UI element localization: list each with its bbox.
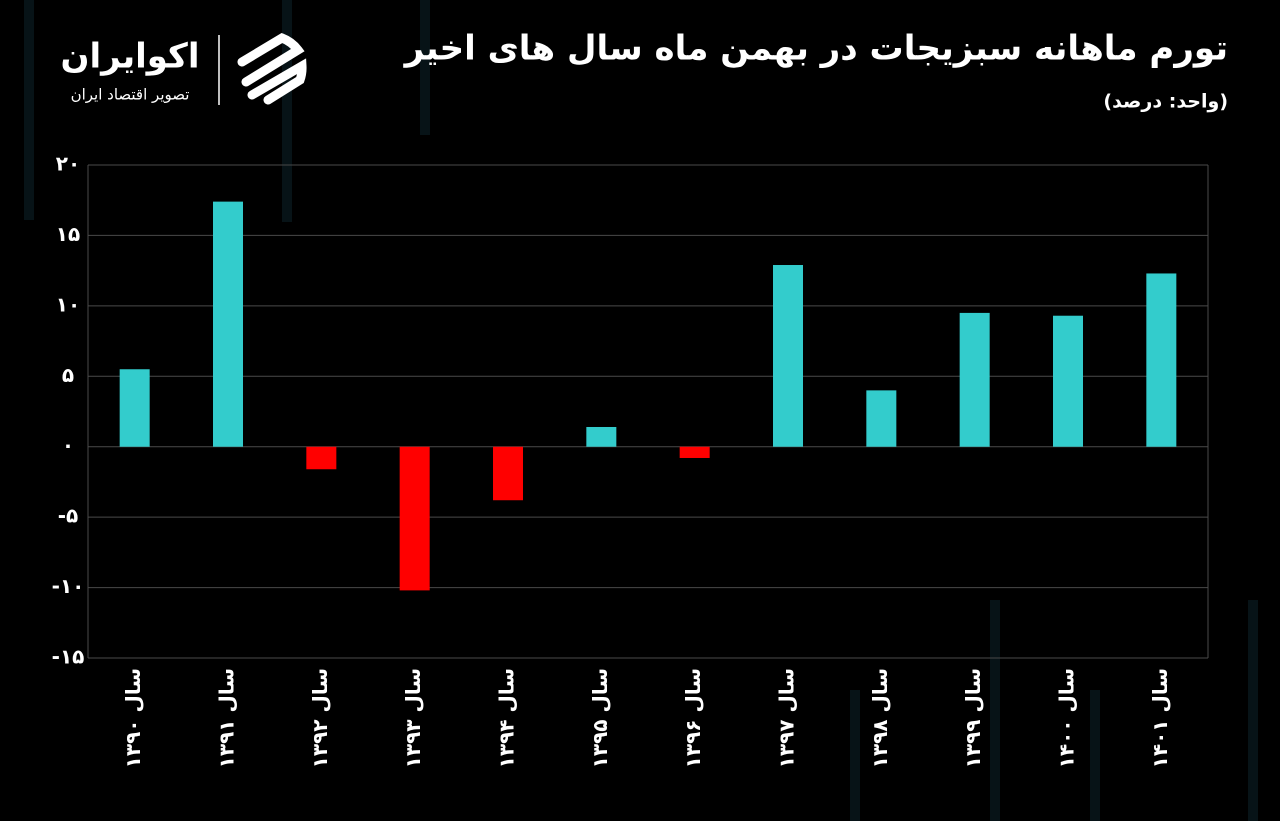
y-tick-label: -۱۵ [52, 645, 85, 669]
bar [586, 426, 617, 447]
y-tick-label: ۱۵ [56, 222, 80, 246]
y-tick-label: ۲۰ [56, 152, 80, 176]
x-tick-label: سال ۱۳۹۳ [401, 668, 425, 768]
x-tick-label: سال ۱۳۹۷ [775, 668, 799, 768]
bar [493, 446, 523, 501]
x-tick-label: سال ۱۳۹۵ [588, 668, 612, 768]
x-tick-label: سال ۱۳۹۸ [868, 668, 892, 768]
y-tick-label: ۱۰ [56, 292, 80, 316]
x-tick-label: سال ۱۳۹۶ [681, 668, 705, 768]
chart-subtitle: (واحد: درصد) [1103, 91, 1228, 113]
x-tick-label: سال ۱۳۹۴ [495, 668, 519, 768]
bar [679, 446, 710, 458]
brand-name: اکوایران [61, 37, 200, 77]
bar [1146, 273, 1177, 447]
y-tick-label: -۱۰ [52, 574, 85, 598]
x-tick-label: سال ۱۳۹۱ [215, 668, 239, 768]
y-tick-label: ۰ [62, 433, 74, 457]
x-tick-label: سال ۱۳۹۹ [961, 668, 985, 768]
bar [959, 312, 990, 447]
bar [119, 369, 150, 447]
y-tick-label: -۵ [58, 504, 79, 528]
background-decoration [24, 0, 1258, 821]
bar [213, 201, 243, 447]
brand-tagline: تصویر اقتصاد ایران [71, 86, 190, 104]
x-tick-label: سال ۱۴۰۱ [1148, 668, 1172, 768]
bar [1053, 315, 1083, 447]
bar [773, 265, 803, 447]
x-tick-label: سال ۱۳۹۰ [121, 668, 145, 768]
bar [306, 446, 337, 470]
y-tick-label: ۵ [62, 363, 74, 387]
bar [866, 390, 897, 447]
chart-title: تورم ماهانه سبزیجات در بهمن ماه سال های … [403, 29, 1228, 69]
brand-logo [237, 33, 307, 105]
x-tick-label: سال ۱۳۹۲ [308, 668, 332, 768]
x-tick-label: سال ۱۴۰۰ [1055, 668, 1079, 768]
bar [399, 446, 430, 591]
